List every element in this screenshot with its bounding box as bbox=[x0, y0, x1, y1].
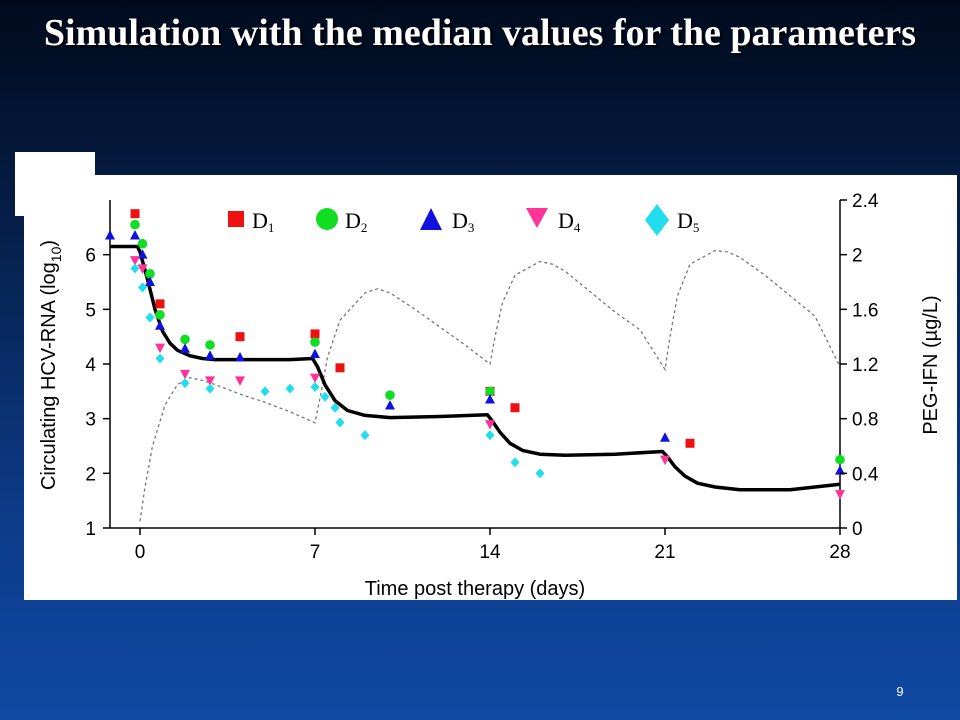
x-tick-label: 28 bbox=[829, 542, 850, 563]
peg-ifn-concentration-curve bbox=[139, 249, 841, 522]
left-y-tick-label: 5 bbox=[85, 300, 96, 321]
right-y-tick-label: 1.2 bbox=[852, 355, 878, 376]
data-point-d4 bbox=[180, 369, 190, 380]
data-point-d5 bbox=[310, 381, 320, 392]
left-y-axis-title-main: Circulating HCV-RNA (log bbox=[38, 262, 60, 490]
left-y-tick-label: 2 bbox=[85, 464, 96, 485]
data-point-d4 bbox=[155, 343, 165, 354]
data-point-d3 bbox=[105, 230, 115, 240]
data-point-d5 bbox=[285, 383, 295, 394]
data-point-d5 bbox=[510, 457, 520, 468]
data-point-d5 bbox=[485, 430, 495, 441]
data-point-d2 bbox=[310, 337, 320, 347]
data-point-d3 bbox=[155, 320, 165, 330]
legend-marker-d4 bbox=[526, 208, 548, 228]
page-number: 9 bbox=[896, 684, 904, 699]
x-tick-label: 14 bbox=[479, 542, 501, 563]
legend-marker-d5 bbox=[645, 204, 669, 236]
left-y-axis-title-sub: 10 bbox=[48, 246, 64, 262]
data-point-d2 bbox=[155, 310, 165, 320]
left-y-tick-label: 4 bbox=[85, 355, 96, 376]
data-point-d5 bbox=[205, 383, 215, 394]
data-point-d2 bbox=[137, 238, 148, 249]
data-point-d5 bbox=[260, 386, 270, 397]
data-point-d1 bbox=[310, 329, 320, 339]
data-point-d2 bbox=[835, 454, 845, 465]
legend-label-d2: D2 bbox=[345, 208, 367, 235]
left-y-axis-title: Circulating HCV-RNA (log10) bbox=[38, 240, 64, 490]
left-y-tick-label: 6 bbox=[85, 246, 96, 267]
data-point-d4 bbox=[130, 256, 140, 266]
right-y-tick-label: 2.4 bbox=[852, 191, 879, 212]
data-point-d3 bbox=[205, 350, 215, 360]
data-point-d2 bbox=[145, 269, 155, 279]
data-point-d3 bbox=[385, 400, 395, 410]
left-y-axis-title-close: ) bbox=[38, 240, 60, 247]
legend-label-d4: D4 bbox=[558, 208, 581, 235]
data-point-d3 bbox=[485, 394, 495, 404]
legend-marker-d1 bbox=[228, 211, 244, 227]
data-point-d2 bbox=[485, 386, 495, 397]
legend-label-d1: D1 bbox=[252, 208, 274, 235]
data-point-d5 bbox=[535, 468, 545, 479]
legend-marker-d3 bbox=[420, 208, 442, 230]
data-point-d3 bbox=[235, 351, 245, 362]
data-point-d1 bbox=[685, 438, 695, 448]
legend: D1 D2 D3 D4 D5 bbox=[228, 204, 699, 236]
data-point-d3 bbox=[310, 348, 320, 359]
data-point-d3 bbox=[130, 230, 140, 240]
data-point-d5 bbox=[360, 430, 370, 441]
data-point-d4 bbox=[235, 376, 245, 386]
data-point-d5 bbox=[130, 263, 140, 274]
data-point-d3 bbox=[137, 249, 148, 259]
slide-title: Simulation with the median values for th… bbox=[43, 12, 917, 54]
data-point-d5 bbox=[155, 353, 165, 364]
right-y-tick-label: 1.6 bbox=[852, 300, 878, 321]
x-axis-title: Time post therapy (days) bbox=[365, 578, 585, 600]
data-point-d4 bbox=[310, 373, 320, 384]
data-point-d1 bbox=[155, 299, 165, 309]
data-point-d2 bbox=[130, 219, 140, 230]
data-point-d5 bbox=[330, 402, 340, 413]
legend-label-d5: D5 bbox=[677, 208, 699, 235]
x-tick-label: 21 bbox=[654, 542, 675, 563]
data-point-d2 bbox=[385, 390, 395, 400]
data-point-d5 bbox=[138, 282, 147, 293]
x-tick-label: 0 bbox=[135, 542, 146, 563]
x-tick-label: 7 bbox=[310, 542, 321, 563]
data-point-d1 bbox=[335, 363, 345, 373]
data-point-d4 bbox=[485, 420, 495, 430]
data-point-d4 bbox=[205, 376, 215, 386]
right-y-tick-label: 0 bbox=[852, 519, 863, 540]
data-point-d3 bbox=[145, 276, 155, 286]
hcv-rna-model-fit-curve bbox=[110, 244, 841, 492]
right-y-tick-label: 0.4 bbox=[852, 464, 879, 485]
data-point-d1 bbox=[235, 332, 245, 342]
right-y-axis-title: PEG-IFN (µg/L) bbox=[920, 295, 942, 434]
data-point-d1 bbox=[130, 209, 140, 219]
data-point-d5 bbox=[180, 378, 190, 389]
data-point-d5 bbox=[335, 417, 345, 428]
data-point-d2 bbox=[180, 334, 190, 345]
data-point-d4 bbox=[835, 490, 845, 500]
right-y-tick-label: 0.8 bbox=[852, 410, 878, 431]
data-point-d2 bbox=[205, 340, 215, 350]
legend-label-d3: D3 bbox=[452, 208, 474, 235]
legend-marker-d2 bbox=[316, 208, 338, 230]
right-y-tick-label: 2 bbox=[852, 246, 863, 267]
data-point-d3 bbox=[835, 465, 845, 475]
data-point-d3 bbox=[660, 432, 670, 442]
data-point-d4 bbox=[660, 455, 670, 466]
data-point-d5 bbox=[320, 391, 330, 402]
left-y-tick-label: 1 bbox=[85, 519, 96, 540]
data-point-d3 bbox=[180, 343, 190, 353]
data-point-d4 bbox=[137, 264, 148, 274]
data-point-d1 bbox=[510, 403, 520, 413]
data-point-d5 bbox=[145, 312, 155, 323]
left-y-tick-label: 3 bbox=[85, 410, 96, 431]
